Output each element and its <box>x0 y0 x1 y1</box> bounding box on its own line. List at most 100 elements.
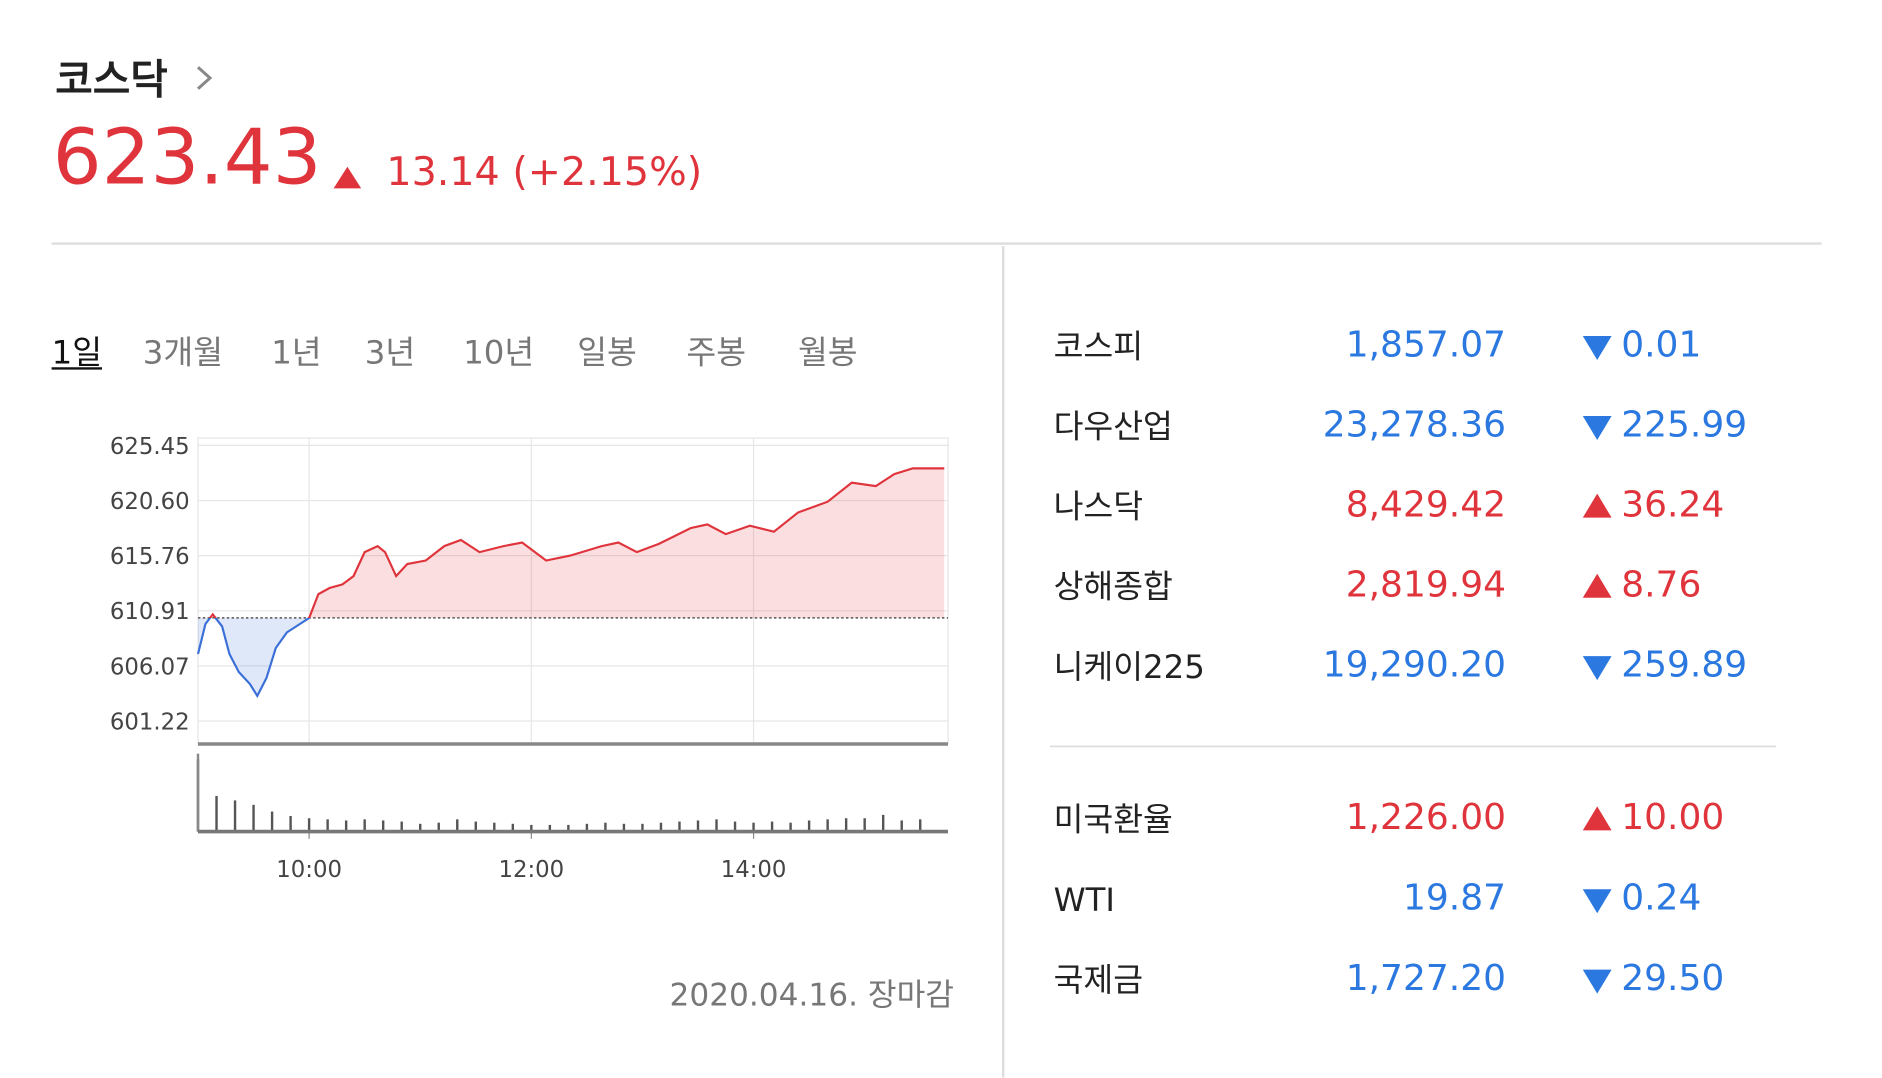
volume-bar <box>252 804 255 832</box>
direction-icon <box>1582 573 1612 598</box>
tab[interactable]: 1년 <box>271 334 321 372</box>
tab[interactable]: 10년 <box>463 334 534 372</box>
price-line <box>196 467 945 699</box>
volume-bar <box>215 795 218 832</box>
tab[interactable]: 3년 <box>365 334 415 372</box>
volume-bar <box>530 824 533 832</box>
volume-bar <box>567 824 570 832</box>
y-tick-label: 601.22 <box>110 709 190 735</box>
direction-icon <box>1582 806 1612 831</box>
market-name[interactable]: 미국환율 <box>1054 800 1173 838</box>
market-name[interactable]: WTI <box>1054 881 1115 919</box>
volume-bar <box>641 823 644 832</box>
market-title[interactable]: 코스닥 <box>55 56 168 104</box>
volume-bar <box>307 818 311 832</box>
y-tick-label: 625.45 <box>110 434 190 460</box>
volume-bar <box>881 814 885 832</box>
chevron[interactable] <box>196 66 213 90</box>
volume-bar <box>678 821 681 832</box>
market-name[interactable]: 다우산업 <box>1054 408 1173 446</box>
market-change: 10.00 <box>1621 797 1724 838</box>
volume-bar <box>474 821 477 832</box>
volume-bar <box>511 823 515 832</box>
volume-bar <box>900 820 903 832</box>
tab[interactable]: 1일 <box>52 334 102 372</box>
direction-icon <box>1582 889 1612 914</box>
market-name[interactable]: 상해종합 <box>1054 568 1173 606</box>
market-list: 코스피 1,857.07 0.01 다우산업 23,278.36 225.99 나스닥 8,4… <box>1054 324 1748 999</box>
y-tick-label: 610.91 <box>110 599 190 625</box>
tabs: 1일 3개월 1년 3년 10년 일봉 주봉 월봉 <box>51 334 858 372</box>
chart: 625.45 620.60 615.76 610.91 606.07 601.22 10:0… <box>110 434 949 883</box>
market-value: 1,226.00 <box>1346 797 1506 838</box>
market-change: 36.24 <box>1621 484 1724 525</box>
volume-bar <box>919 819 922 832</box>
date: 2020.04.16. 장마감 <box>670 978 954 1014</box>
volume-bar <box>770 821 774 832</box>
market-value: 19.87 <box>1403 878 1506 919</box>
volume-bar <box>863 818 866 832</box>
price-area <box>198 468 945 696</box>
direction-icon <box>1582 336 1612 361</box>
volume-bar <box>326 819 329 832</box>
market-change: 259.89 <box>1621 645 1747 686</box>
volume-bar <box>789 822 792 832</box>
volume-bar <box>659 822 663 832</box>
volume-bar <box>400 821 403 832</box>
direction-icon <box>1582 969 1612 994</box>
market-value: 23,278.36 <box>1323 404 1506 445</box>
volume-bar <box>715 819 718 832</box>
volume-bar <box>844 818 848 832</box>
x-tick-label: 12:00 <box>498 857 564 883</box>
market-name[interactable]: 코스피 <box>1054 328 1143 366</box>
volume-bar <box>548 824 552 832</box>
volume-bar <box>344 820 348 832</box>
volume-bar <box>381 820 385 832</box>
market-change: 0.01 <box>1621 324 1701 365</box>
volume-bar <box>807 820 811 832</box>
volume-bar <box>363 819 366 832</box>
volume-bar <box>270 811 274 832</box>
volume-bar <box>826 819 829 832</box>
index-value: 623.43 <box>53 114 322 203</box>
y-tick-label: 620.60 <box>110 489 190 515</box>
y-tick-label: 606.07 <box>110 654 190 680</box>
direction-icon <box>1582 493 1612 518</box>
volume-bar <box>622 823 626 832</box>
market-value: 1,857.07 <box>1346 324 1506 365</box>
volume-bar <box>419 823 422 832</box>
market-change: 225.99 <box>1621 404 1747 445</box>
volume-bar <box>752 822 755 832</box>
volume-bar <box>289 816 292 832</box>
volume-bar <box>733 821 737 832</box>
x-tick-label: 10:00 <box>276 857 342 883</box>
tab[interactable]: 주봉 <box>686 334 746 372</box>
market-value: 1,727.20 <box>1346 958 1506 999</box>
market-change: 29.50 <box>1621 958 1724 999</box>
direction-icon <box>1582 656 1612 681</box>
volume-bar <box>437 822 440 832</box>
market-name[interactable]: 나스닥 <box>1054 488 1143 526</box>
tab[interactable]: 월봉 <box>798 334 858 372</box>
x-tick-label: 14:00 <box>721 857 787 883</box>
market-value: 8,429.42 <box>1346 484 1506 525</box>
tab[interactable]: 3개월 <box>143 334 223 372</box>
market-value: 19,290.20 <box>1323 645 1506 686</box>
tab[interactable]: 일봉 <box>577 334 637 372</box>
market-name[interactable]: 니케이225 <box>1054 648 1205 686</box>
volume-bar <box>604 822 607 832</box>
market-value: 2,819.94 <box>1346 565 1506 606</box>
direction-icon <box>333 166 362 189</box>
volume-bar <box>456 819 459 832</box>
y-tick-label: 615.76 <box>110 544 190 570</box>
index-change: 13.14 (+2.15%) <box>386 149 702 195</box>
market-change: 0.24 <box>1621 878 1701 919</box>
volume-bar <box>585 823 589 832</box>
volume-bar <box>493 822 496 832</box>
market-change: 8.76 <box>1621 565 1701 606</box>
market-name[interactable]: 국제금 <box>1054 961 1143 999</box>
volume-bar <box>696 820 700 832</box>
volume-bar <box>233 800 237 832</box>
